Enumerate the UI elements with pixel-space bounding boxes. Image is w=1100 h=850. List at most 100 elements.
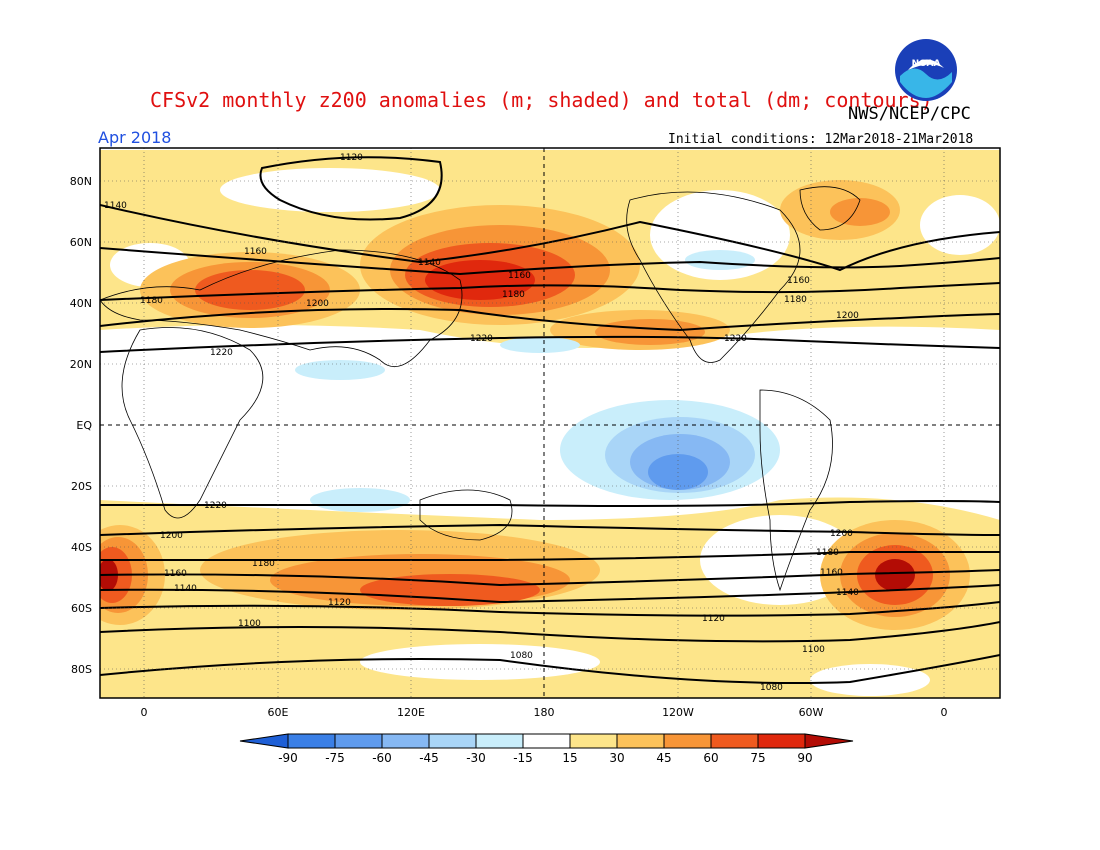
colorbar-label: -75 <box>325 751 345 765</box>
contour-1100-sh <box>100 621 1000 643</box>
contour-label: 1200 <box>160 531 183 541</box>
negative-indian <box>310 488 410 512</box>
map-frame <box>99 147 1001 699</box>
coastlines <box>100 186 861 592</box>
lat-label: 80S <box>71 663 92 676</box>
contour-label: 1100 <box>802 645 825 655</box>
contour-label: 1140 <box>104 201 127 211</box>
south-america-neutral <box>700 515 860 605</box>
colorbar: -90 -75 -60 -45 -30 -15 15 30 45 60 75 90 <box>239 733 854 765</box>
anomaly-60-greenland <box>830 198 890 226</box>
lat-label: 60N <box>70 236 92 249</box>
contour-1200-sh <box>100 523 1000 536</box>
contour-1120-arctic <box>259 156 443 221</box>
contour-label: 1160 <box>787 276 810 286</box>
lat-label: 80N <box>70 175 92 188</box>
latitude-labels: 80N 60N 40N 20N EQ 20S 40S 60S 80S <box>70 175 93 676</box>
contour-1120-sh <box>100 601 1000 617</box>
contour-1140-sh <box>100 584 1000 604</box>
arctic-neutral-1 <box>220 168 440 212</box>
colorbar-swatch <box>616 733 665 749</box>
colorbar-label: 60 <box>703 751 718 765</box>
lon-label: 0 <box>941 706 948 719</box>
anomaly-75-eurasia <box>195 270 305 310</box>
colorbar-swatch <box>757 733 806 749</box>
north-america-neutral <box>650 190 790 280</box>
logo-gull <box>908 59 944 70</box>
lat-label: 40S <box>71 541 92 554</box>
contour-label: 1180 <box>784 295 807 305</box>
contour-1200-nh <box>100 308 1000 332</box>
contour-label: 1140 <box>836 588 859 598</box>
lon-label: 120E <box>397 706 425 719</box>
contour-label: 1140 <box>418 258 441 268</box>
anomaly-60-atlantic <box>595 319 705 345</box>
contour-label: 1220 <box>724 334 747 344</box>
lon-label: 0 <box>141 706 148 719</box>
contour-label: 1200 <box>306 299 329 309</box>
anomaly-max-south-atlantic <box>875 559 915 591</box>
colorbar-label: 90 <box>797 751 812 765</box>
lon-label: 60E <box>268 706 289 719</box>
colorbar-swatch <box>710 733 759 749</box>
contour-1180-sh <box>100 550 1000 562</box>
colorbar-arrow-high <box>804 733 854 749</box>
height-contours <box>100 156 1000 685</box>
anomaly-shading <box>100 150 1000 698</box>
colorbar-swatch <box>381 733 430 749</box>
colorbar-label: -60 <box>372 751 392 765</box>
colorbar-label: 15 <box>562 751 577 765</box>
lat-label: 60S <box>71 602 92 615</box>
colorbar-swatch <box>663 733 712 749</box>
contour-label: 1160 <box>244 247 267 257</box>
contour-label: 1220 <box>210 348 233 358</box>
colorbar-swatch <box>334 733 383 749</box>
lat-label: 20S <box>71 480 92 493</box>
lon-label: 120W <box>662 706 694 719</box>
contour-label: 1200 <box>836 311 859 321</box>
contour-label: 1080 <box>760 683 783 693</box>
contour-1080-sh <box>100 654 1000 685</box>
negative-pacific-north <box>500 337 580 353</box>
contour-label: 1120 <box>702 614 725 624</box>
negative-asia <box>295 360 385 380</box>
lon-label: 180 <box>534 706 555 719</box>
colorbar-swatch <box>475 733 524 749</box>
anomaly-75-south-indian <box>360 574 540 606</box>
forecast-month: Apr 2018 <box>98 128 172 147</box>
antarctic-neutral-2 <box>810 664 930 696</box>
colorbar-label: 45 <box>656 751 671 765</box>
lon-label: 60W <box>799 706 824 719</box>
colorbar-label: -30 <box>466 751 486 765</box>
contour-label: 1180 <box>252 559 275 569</box>
contour-label: 1080 <box>510 651 533 661</box>
lat-label: 40N <box>70 297 92 310</box>
colorbar-label: 75 <box>750 751 765 765</box>
logo-wave <box>900 68 952 98</box>
contour-label: 1200 <box>830 529 853 539</box>
south-america-coast <box>759 389 833 592</box>
contour-label: 1220 <box>470 334 493 344</box>
negative-na <box>685 250 755 270</box>
colorbar-swatch <box>569 733 618 749</box>
antarctic-neutral <box>360 644 600 680</box>
africa-coast <box>121 327 264 519</box>
initial-conditions: Initial conditions: 12Mar2018-21Mar2018 <box>668 132 974 147</box>
contour-labels: 1120 1140 1160 1180 1200 1220 1160 1180 … <box>104 153 859 693</box>
contour-label: 1180 <box>816 548 839 558</box>
contour-label: 1180 <box>140 296 163 306</box>
contour-label: 1140 <box>174 584 197 594</box>
contour-label: 1120 <box>340 153 363 163</box>
north-america-coast <box>626 191 801 363</box>
greenland-coast <box>799 186 861 231</box>
colorbar-swatch <box>287 733 336 749</box>
colorbar-label: -90 <box>278 751 298 765</box>
map-title: CFSv2 monthly z200 anomalies (m; shaded)… <box>150 88 933 112</box>
colorbar-arrow-low <box>239 733 289 749</box>
colorbar-swatch <box>428 733 477 749</box>
logo-text: NOAA <box>912 59 941 69</box>
contour-1220-nh <box>100 335 1000 353</box>
contour-label: 1220 <box>204 501 227 511</box>
contour-1160-nh <box>100 247 1000 276</box>
